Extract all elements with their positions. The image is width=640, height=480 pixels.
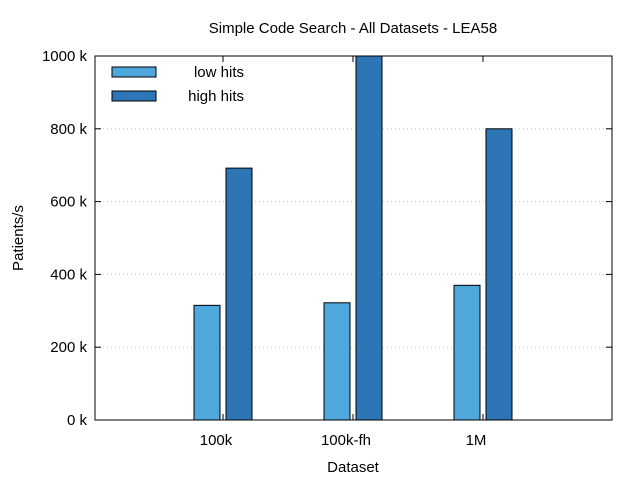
y-tick-label: 1000 k <box>42 48 88 65</box>
bar-low-hits-100k-fh <box>323 302 351 421</box>
legend-label-high-hits: high hits <box>188 88 244 105</box>
chart-title: Simple Code Search - All Datasets - LEA5… <box>209 20 497 37</box>
legend-swatch-high-hits <box>111 90 157 102</box>
bar-high-hits-100k-fh <box>355 55 383 421</box>
y-axis-ticks: 0 k 200 k 400 k 600 k 800 k 1000 k <box>42 48 612 429</box>
y-tick-label: 0 k <box>67 412 88 429</box>
bars <box>193 55 513 421</box>
bar-low-hits-1M <box>453 284 481 421</box>
legend-label-low-hits: low hits <box>194 64 244 81</box>
bar-low-hits-100k <box>193 304 221 421</box>
legend: low hits high hits <box>111 64 244 105</box>
x-axis-label: Dataset <box>327 459 380 476</box>
y-tick-label: 800 k <box>50 121 87 138</box>
gridlines <box>95 128 612 348</box>
x-tick-label-100k-fh: 100k-fh <box>321 432 371 449</box>
x-tick-label-1M: 1M <box>466 432 487 449</box>
y-axis-label: Patients/s <box>10 205 27 271</box>
y-tick-label: 200 k <box>50 339 87 356</box>
bar-high-hits-100k <box>225 167 253 421</box>
legend-swatch-low-hits <box>111 66 157 78</box>
x-axis-ticks: 100k 100k-fh 1M <box>200 56 487 449</box>
y-tick-label: 400 k <box>50 266 87 283</box>
plot-frame <box>94 55 613 421</box>
x-tick-label-100k: 100k <box>200 432 233 449</box>
y-tick-label: 600 k <box>50 194 87 211</box>
bar-high-hits-1M <box>485 128 513 421</box>
